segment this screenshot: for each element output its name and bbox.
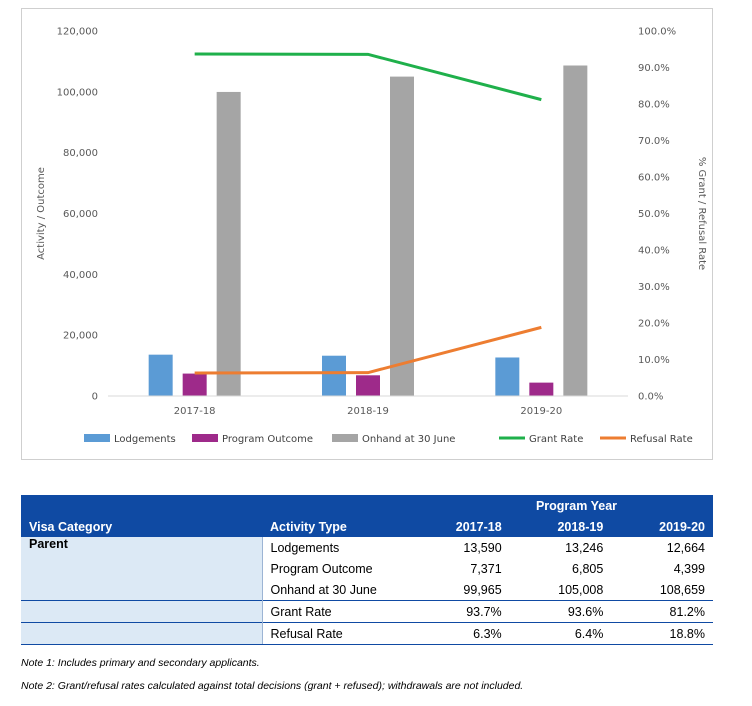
legend-swatch (192, 434, 218, 442)
legend-label: Refusal Rate (630, 434, 693, 445)
x-tick-label: 2018-19 (347, 406, 389, 417)
y2-tick-label: 20.0% (638, 319, 670, 330)
table-cell: 13,590 (463, 540, 502, 555)
activity-label: Refusal Rate (262, 622, 408, 645)
y2-tick-label: 0.0% (638, 392, 663, 403)
legend-label: Program Outcome (222, 434, 313, 445)
table-cell: 105,008 (558, 582, 604, 597)
table-cell: 93.6% (509, 600, 612, 623)
activity-label: Grant Rate (262, 600, 408, 623)
legend-label: Onhand at 30 June (362, 434, 455, 445)
table-cell: 7,371 (470, 561, 502, 576)
table-cell: 6.3% (408, 622, 510, 645)
y2-tick-label: 80.0% (638, 100, 670, 111)
table-row: Refusal Rate 6.3% 6.4% 18.8% (21, 622, 713, 645)
y-tick-label: 100,000 (57, 87, 98, 98)
activity-label: Program Outcome (270, 561, 373, 576)
note-2: Note 2: Grant/refusal rates calculated a… (21, 680, 524, 692)
legend-label: Grant Rate (529, 434, 583, 445)
y-axis-title: Activity / Outcome (36, 167, 47, 260)
bar (390, 76, 414, 396)
y-tick-label: 0 (92, 392, 98, 403)
bar (495, 357, 520, 396)
bar (563, 65, 588, 396)
x-tick-label: 2019-20 (520, 406, 562, 417)
year-header: 2018-19 (557, 520, 604, 534)
table-cell: 18.8% (611, 622, 713, 645)
table-row: Program Outcome 7,371 6,805 4,399 (21, 558, 713, 579)
visa-category-cell: Parent (21, 537, 263, 601)
year-header: 2019-20 (659, 520, 705, 534)
combo-chart: 0 20,000 40,000 60,000 80,000 100,000 120,000 0… (36, 27, 707, 446)
chart-frame: 0 20,000 40,000 60,000 80,000 100,000 120,000 0… (21, 8, 713, 460)
y2-tick-label: 90.0% (638, 63, 670, 74)
bar (182, 373, 207, 396)
table-cell: 108,659 (659, 582, 705, 597)
activity-type-header: Activity Type (270, 520, 347, 534)
bar (356, 375, 380, 396)
table-header-row-2: Visa Category Activity Type 2017-18 2018… (21, 517, 713, 537)
y2-tick-label: 30.0% (638, 282, 670, 293)
table-row: Parent Lodgements 13,590 13,246 12,664 (21, 537, 713, 601)
x-tick-label: 2017-18 (174, 406, 216, 417)
y2-tick-label: 50.0% (638, 209, 670, 220)
legend-swatch (332, 434, 358, 442)
table-cell: 99,965 (463, 582, 502, 597)
y2-tick-label: 100.0% (638, 27, 676, 38)
table-row: Grant Rate 93.7% 93.6% 81.2% (21, 600, 713, 623)
table-cell: 93.7% (408, 600, 510, 623)
data-table: Program Year Visa Category Activity Type… (21, 495, 713, 645)
table-cell: 81.2% (611, 600, 713, 623)
table-cell: 6.4% (509, 622, 612, 645)
table-cell: 12,664 (666, 540, 705, 555)
bar (148, 354, 173, 396)
series-line (194, 52, 542, 102)
bar (322, 355, 346, 396)
bar (216, 91, 241, 396)
activity-label: Lodgements (270, 540, 340, 555)
y2-tick-label: 10.0% (638, 355, 670, 366)
y2-tick-label: 70.0% (638, 136, 670, 147)
table-cell: 6,805 (572, 561, 604, 576)
y-tick-label: 80,000 (63, 148, 98, 159)
y-tick-label: 120,000 (57, 27, 98, 38)
table-cell: 4,399 (673, 561, 705, 576)
year-header: 2017-18 (455, 520, 502, 534)
series-line (194, 325, 542, 375)
bar (529, 382, 554, 396)
y2-axis-title: % Grant / Refusal Rate (696, 157, 707, 270)
y-tick-label: 20,000 (63, 331, 98, 342)
y2-tick-label: 60.0% (638, 173, 670, 184)
y-tick-label: 40,000 (63, 270, 98, 281)
y-tick-label: 60,000 (63, 209, 98, 220)
activity-label: Onhand at 30 June (270, 582, 377, 597)
note-1: Note 1: Includes primary and secondary a… (21, 657, 260, 669)
table-header-row-1: Program Year (21, 495, 713, 517)
y2-tick-label: 40.0% (638, 246, 670, 257)
legend-swatch (84, 434, 110, 442)
table-row: Onhand at 30 June 99,965 105,008 108,659 (21, 579, 713, 601)
program-year-header: Program Year (535, 499, 618, 513)
visa-category-header: Visa Category (29, 520, 113, 534)
legend-label: Lodgements (114, 434, 176, 445)
table-cell: 13,246 (565, 540, 604, 555)
